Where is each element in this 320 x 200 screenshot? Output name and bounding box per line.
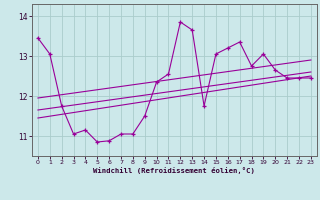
X-axis label: Windchill (Refroidissement éolien,°C): Windchill (Refroidissement éolien,°C): [93, 167, 255, 174]
